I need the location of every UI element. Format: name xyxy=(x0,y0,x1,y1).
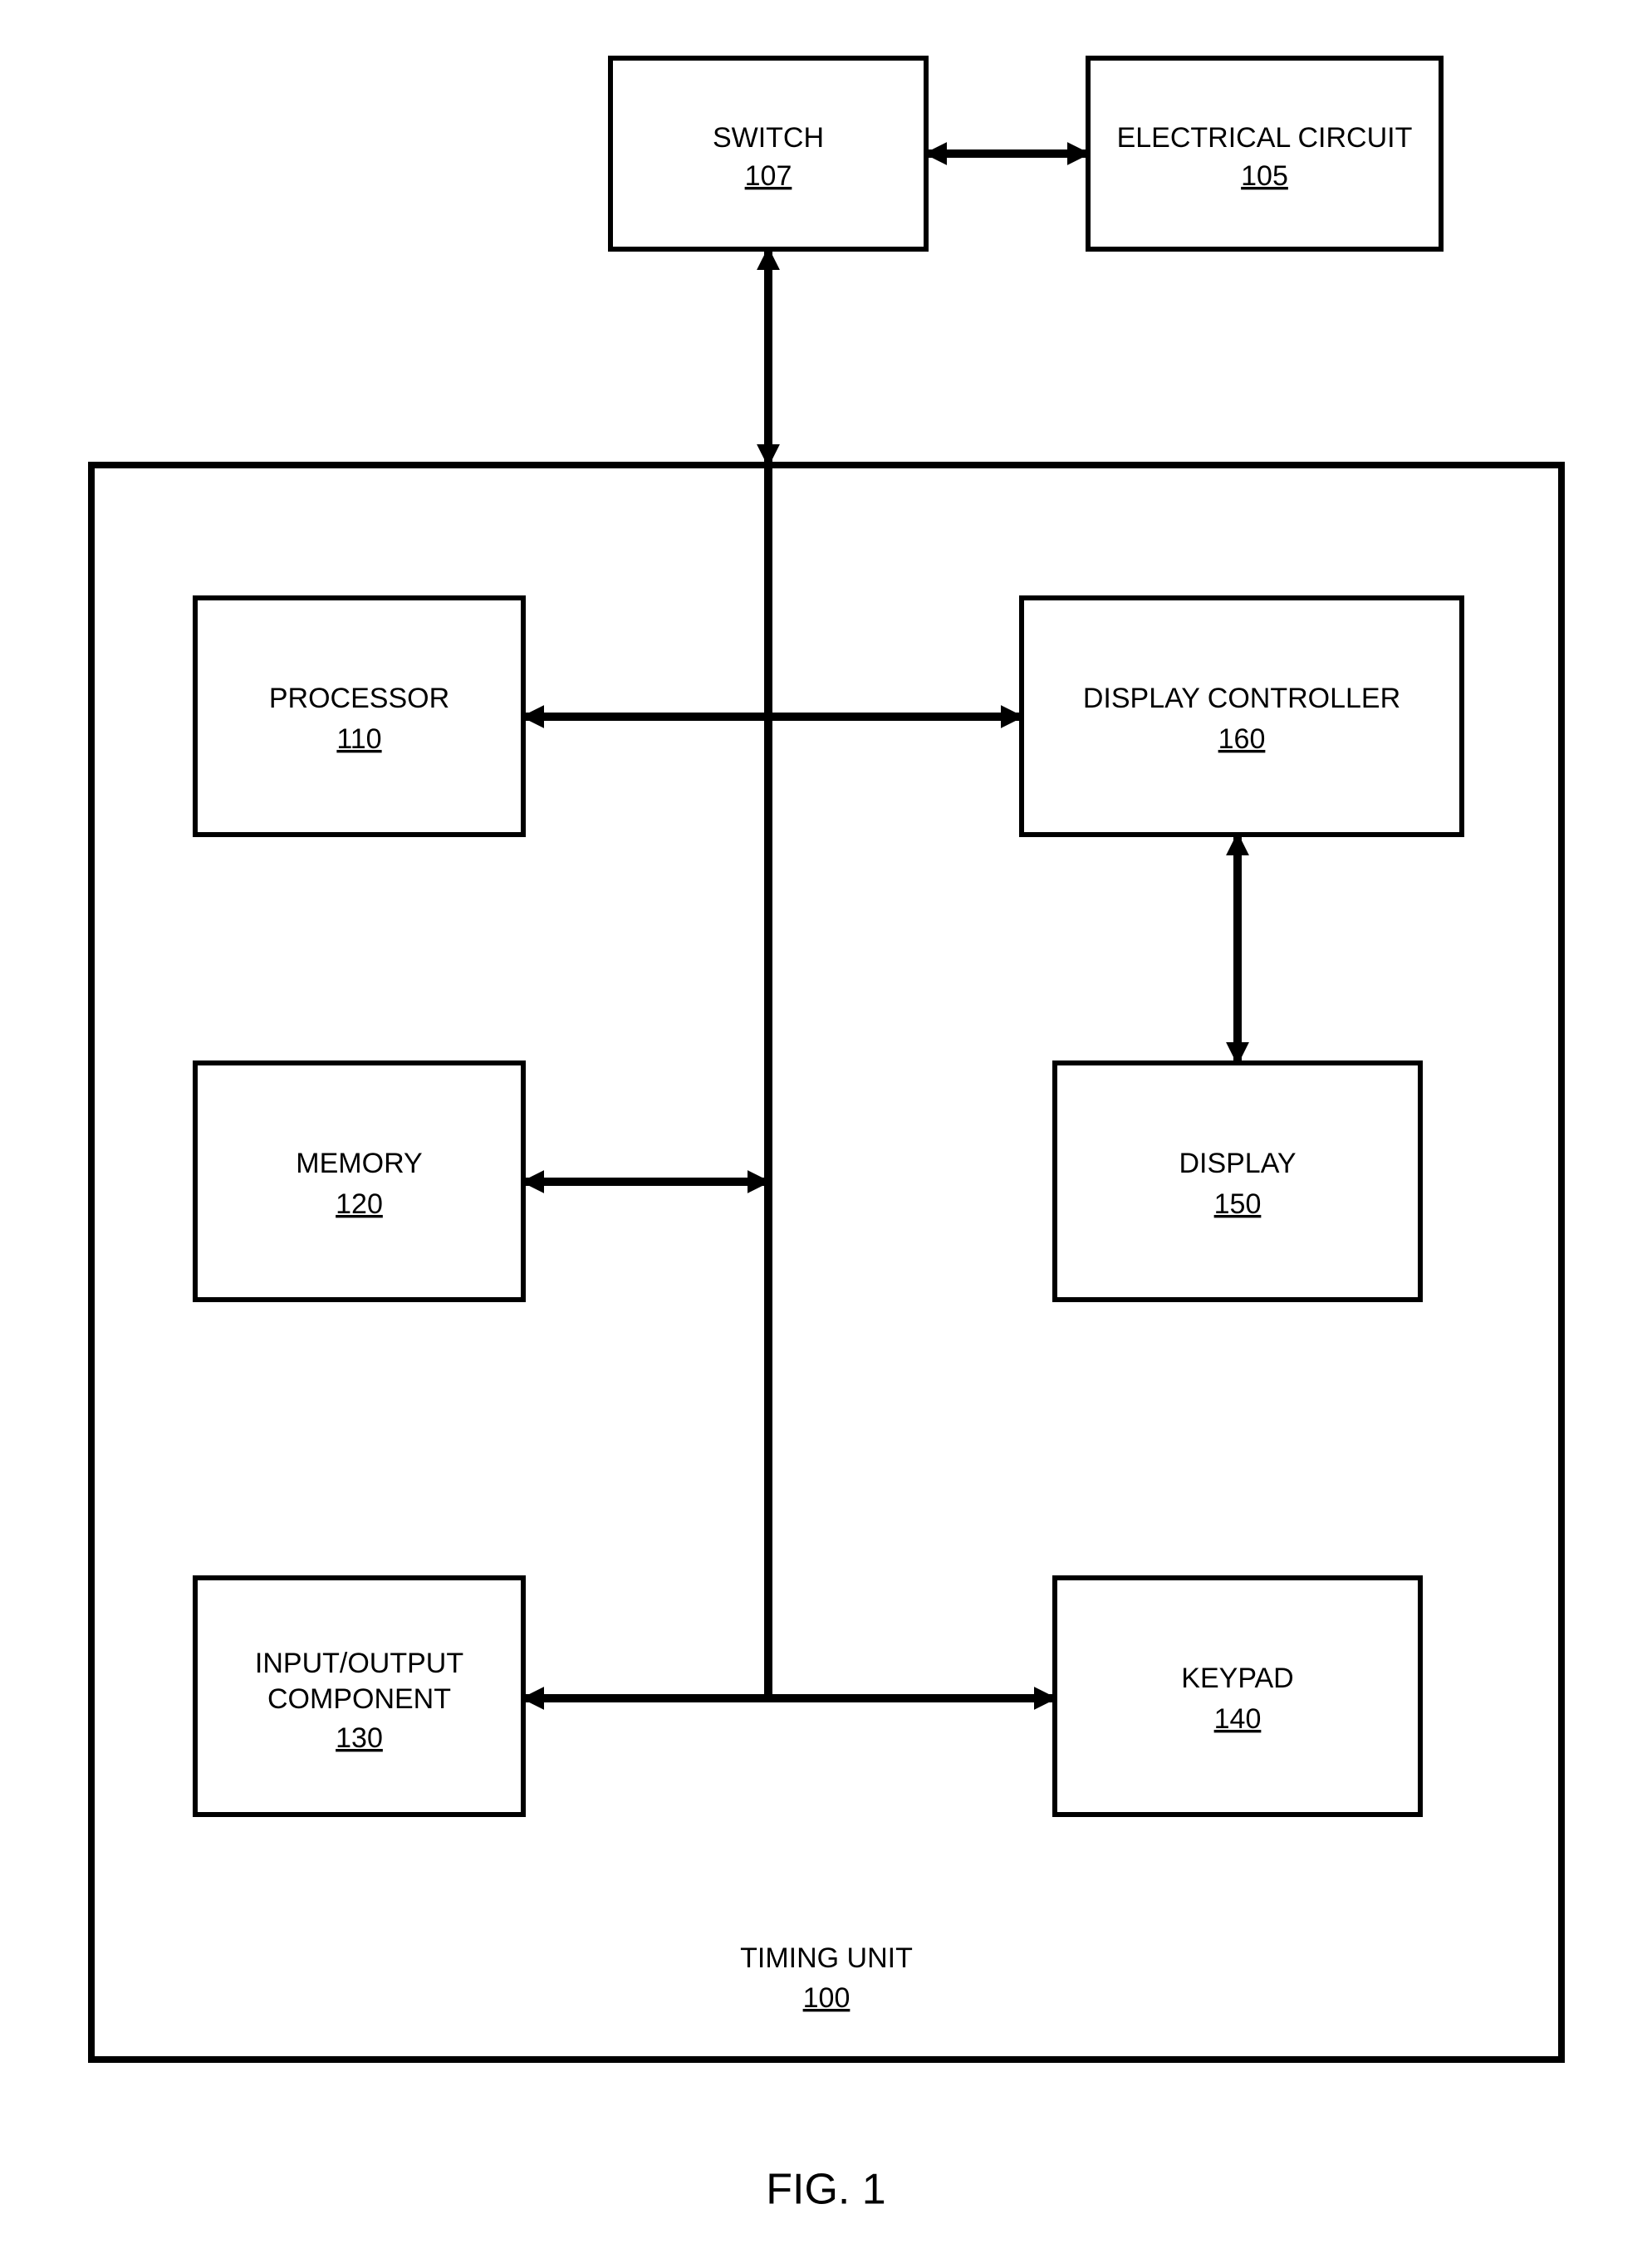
display-ref: 150 xyxy=(1214,1188,1262,1220)
container-title: TIMING UNIT xyxy=(740,1942,913,1974)
switch-label: SWITCH xyxy=(713,122,824,154)
processor-box: PROCESSOR 110 xyxy=(195,598,523,835)
io-ref: 130 xyxy=(336,1722,383,1754)
display_controller-label: DISPLAY CONTROLLER xyxy=(1083,683,1400,714)
keypad-ref: 140 xyxy=(1214,1703,1262,1735)
io-label-2: COMPONENT xyxy=(267,1683,451,1715)
display_controller-box: DISPLAY CONTROLLER 160 xyxy=(1022,598,1462,835)
circuit-ref: 105 xyxy=(1241,160,1288,192)
memory-ref: 120 xyxy=(336,1188,383,1220)
display-label: DISPLAY xyxy=(1179,1148,1296,1179)
circuit-label: ELECTRICAL CIRCUIT xyxy=(1117,122,1413,154)
processor-ref: 110 xyxy=(336,723,381,755)
circuit-box: ELECTRICAL CIRCUIT 105 xyxy=(1088,58,1441,249)
io-label-1: INPUT/OUTPUT xyxy=(255,1648,463,1679)
switch-ref: 107 xyxy=(745,160,792,192)
keypad-label: KEYPAD xyxy=(1181,1663,1293,1694)
io-box: INPUT/OUTPUT COMPONENT 130 xyxy=(195,1578,523,1815)
memory-label: MEMORY xyxy=(296,1148,422,1179)
processor-label: PROCESSOR xyxy=(269,683,449,714)
keypad-box: KEYPAD 140 xyxy=(1055,1578,1420,1815)
display-box: DISPLAY 150 xyxy=(1055,1063,1420,1300)
display_controller-ref: 160 xyxy=(1218,723,1266,755)
memory-box: MEMORY 120 xyxy=(195,1063,523,1300)
switch-box: SWITCH 107 xyxy=(610,58,926,249)
figure-label: FIG. 1 xyxy=(766,2166,885,2214)
container-ref: 100 xyxy=(803,1982,851,2014)
